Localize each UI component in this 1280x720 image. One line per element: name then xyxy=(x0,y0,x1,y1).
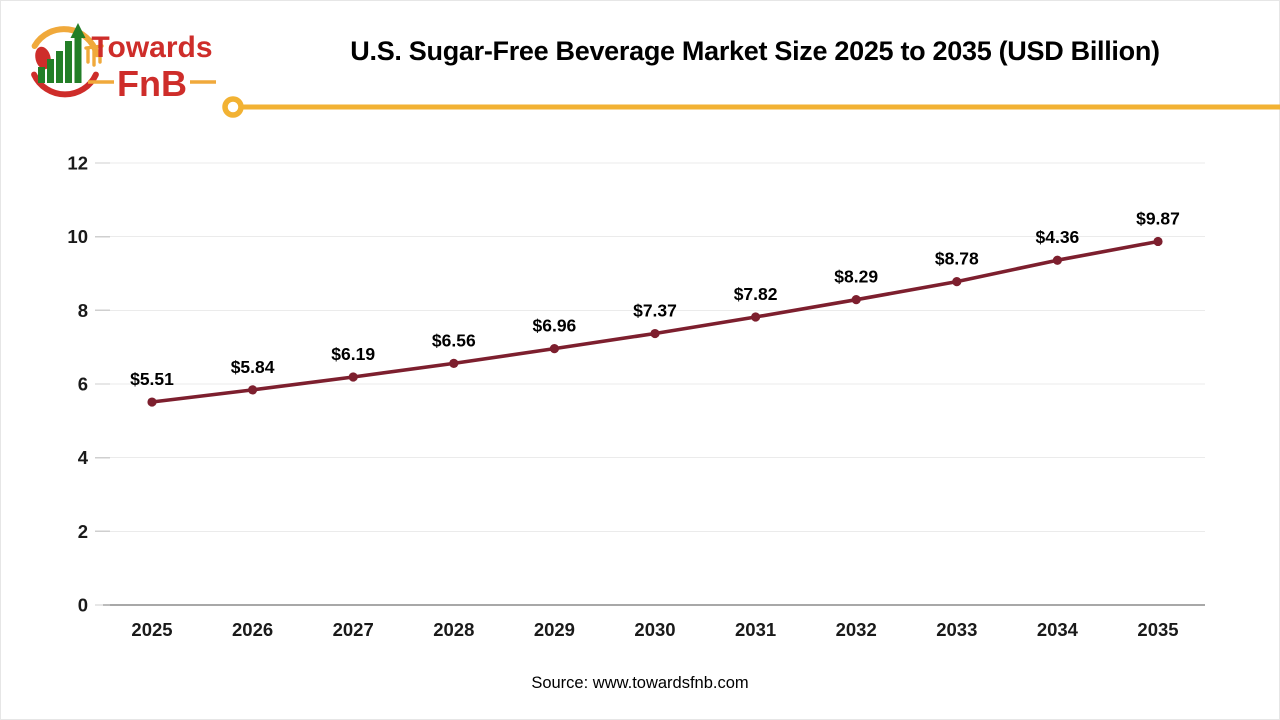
divider-ring-icon xyxy=(222,96,244,118)
x-tick-label: 2028 xyxy=(433,619,474,640)
towards-fnb-logo: Towards FnB xyxy=(31,23,216,104)
data-point-marker xyxy=(851,295,861,305)
y-tick-label: 10 xyxy=(67,226,88,247)
fork-icon xyxy=(84,44,104,67)
source-text: Source: www.towardsfnb.com xyxy=(531,674,749,692)
page-title: U.S. Sugar-Free Beverage Market Size 202… xyxy=(350,36,1160,66)
y-tick-label: 4 xyxy=(78,447,89,468)
y-tick-label: 12 xyxy=(67,153,88,174)
data-point-label: $6.19 xyxy=(331,344,375,364)
data-point-marker xyxy=(952,277,962,287)
data-point-label: $5.84 xyxy=(231,357,275,377)
data-point-label: $6.56 xyxy=(432,330,476,350)
x-tick-label: 2026 xyxy=(232,619,273,640)
data-point-label: $7.37 xyxy=(633,301,677,321)
x-tick-label: 2034 xyxy=(1037,619,1079,640)
y-tick-label: 8 xyxy=(78,300,88,321)
data-point-label: $8.29 xyxy=(834,267,878,287)
data-point-label: $8.78 xyxy=(935,249,979,269)
y-tick-label: 0 xyxy=(78,595,88,616)
data-point-marker xyxy=(449,358,459,368)
data-point-marker xyxy=(650,328,660,339)
x-tick-label: 2029 xyxy=(534,619,575,640)
data-point-marker xyxy=(1153,236,1163,247)
x-tick-label: 2025 xyxy=(131,619,172,640)
logo-wordmark: Towards FnB xyxy=(88,31,216,104)
data-point-marker xyxy=(1052,255,1062,265)
x-tick-label: 2032 xyxy=(836,619,877,640)
data-point-label: $4.36 xyxy=(1036,227,1080,247)
y-tick-label: 6 xyxy=(78,374,88,395)
data-point-label: $9.87 xyxy=(1136,208,1180,228)
market-size-series-line xyxy=(150,239,1160,404)
data-point-marker xyxy=(549,344,560,354)
data-point-marker xyxy=(348,372,358,382)
logo-brand-bottom-text: FnB xyxy=(117,63,187,104)
data-point-label: $5.51 xyxy=(130,369,174,389)
data-point-marker xyxy=(248,385,258,395)
x-tick-label: 2030 xyxy=(634,619,675,640)
data-point-marker xyxy=(751,312,761,322)
y-tick-label: 2 xyxy=(78,521,88,542)
growth-bars-icon xyxy=(38,23,86,83)
logo-arc-yellow-icon xyxy=(31,26,100,58)
x-tick-label: 2031 xyxy=(735,619,776,640)
data-point-label: $6.96 xyxy=(533,316,577,336)
title-divider xyxy=(222,96,1280,118)
x-tick-label: 2035 xyxy=(1137,619,1178,640)
logo-brand-top-text: Towards xyxy=(91,31,212,64)
spoon-icon xyxy=(35,46,51,70)
x-tick-label: 2033 xyxy=(936,619,977,640)
data-point-label: $7.82 xyxy=(734,284,778,304)
x-tick-label: 2027 xyxy=(333,619,374,640)
data-point-marker xyxy=(147,397,157,407)
